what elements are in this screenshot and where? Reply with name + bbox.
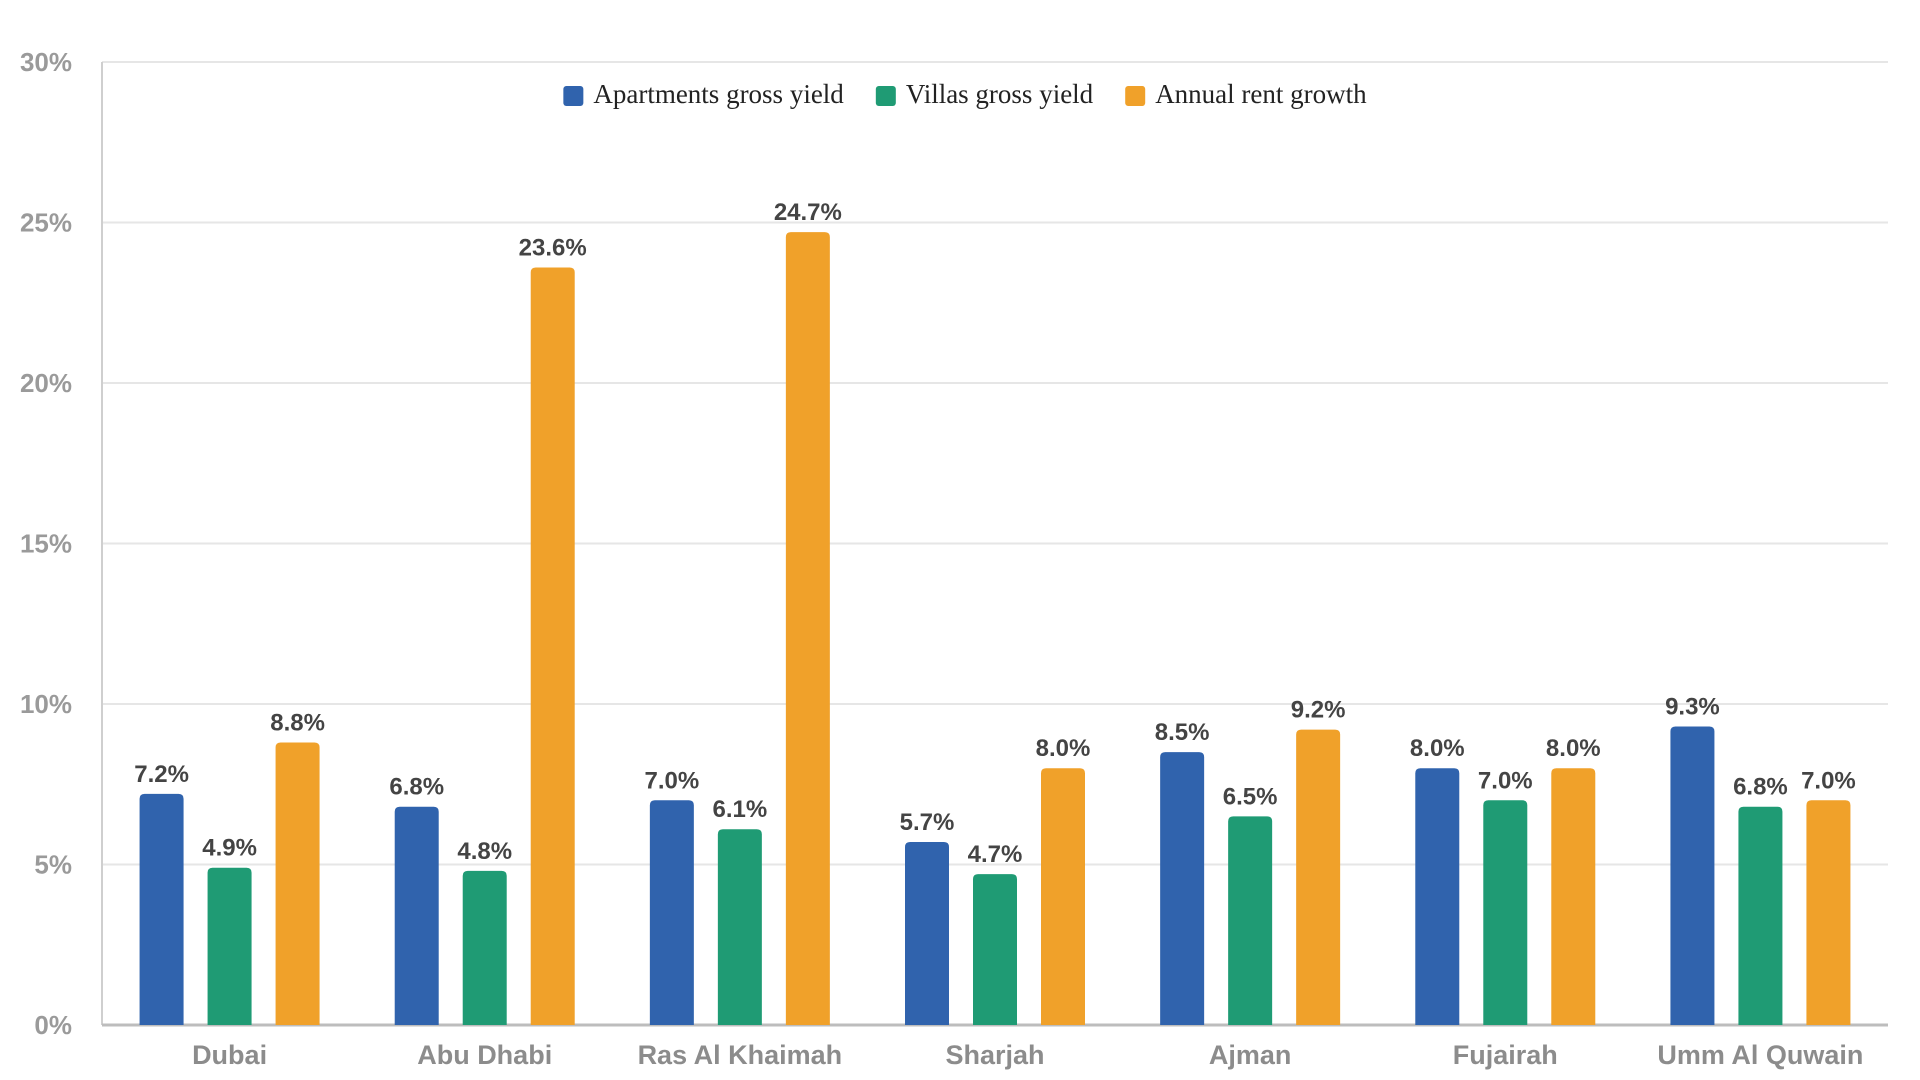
- bar: [1670, 726, 1715, 1025]
- data-labels: 7.2% 4.9% 8.8% 6.8% 4.8% 23.6% 7.0% 6.1% 24.7% 5.…: [134, 199, 1856, 868]
- bar: [1041, 768, 1085, 1025]
- data-label: 7.0%: [1478, 767, 1533, 794]
- bar: [1551, 768, 1596, 1025]
- data-label: 8.0%: [1410, 735, 1465, 762]
- bar: [1160, 752, 1205, 1025]
- bar: [139, 793, 184, 1025]
- data-label: 9.3%: [1665, 693, 1720, 720]
- legend: Apartments gross yield Villas gross yield…: [563, 79, 1367, 109]
- legend-swatch: [1125, 86, 1146, 106]
- data-label: 5.7%: [900, 809, 955, 836]
- legend-label: Apartments gross yield: [593, 79, 844, 109]
- data-label: 7.0%: [1801, 767, 1856, 794]
- data-label: 7.2%: [134, 761, 189, 788]
- bar: [275, 742, 320, 1025]
- x-category-label: Ras Al Khaimah: [638, 1040, 843, 1070]
- bars: [139, 232, 1851, 1025]
- y-tick-label: 10%: [20, 689, 72, 719]
- data-label: 6.8%: [389, 774, 444, 801]
- gridlines: [102, 61, 1888, 866]
- data-label: 4.9%: [202, 835, 257, 862]
- y-tick-label: 5%: [34, 850, 72, 880]
- x-category-label: Sharjah: [945, 1040, 1044, 1070]
- bar: [1738, 806, 1783, 1025]
- y-tick-label: 0%: [34, 1010, 72, 1040]
- data-label: 8.8%: [270, 710, 325, 737]
- y-tick-label: 30%: [20, 47, 72, 77]
- bar: [207, 867, 252, 1025]
- data-label: 6.8%: [1733, 774, 1788, 801]
- data-label: 6.5%: [1223, 783, 1278, 810]
- y-tick-label: 20%: [20, 368, 72, 398]
- bar: [1483, 800, 1528, 1025]
- data-label: 9.2%: [1291, 697, 1346, 724]
- bar: [905, 842, 949, 1025]
- bar: [649, 800, 694, 1025]
- data-label: 8.5%: [1155, 719, 1210, 746]
- legend-label: Villas gross yield: [906, 79, 1094, 109]
- data-label: 6.1%: [713, 796, 768, 823]
- bar: [1806, 800, 1851, 1025]
- bar: [1228, 816, 1273, 1025]
- bar: [717, 829, 762, 1025]
- data-label: 8.0%: [1546, 735, 1601, 762]
- bar: [1296, 729, 1341, 1025]
- data-label: 23.6%: [519, 234, 587, 261]
- bar: [530, 267, 575, 1025]
- x-category-label: Dubai: [192, 1040, 267, 1070]
- legend-swatch: [563, 86, 584, 106]
- bar: [785, 232, 830, 1025]
- data-label: 4.7%: [968, 841, 1023, 868]
- data-label: 4.8%: [457, 838, 512, 865]
- bar: [1415, 768, 1460, 1025]
- data-label: 24.7%: [774, 199, 842, 226]
- data-label: 7.0%: [645, 767, 700, 794]
- x-category-label: Ajman: [1209, 1040, 1292, 1070]
- legend-label: Annual rent growth: [1155, 79, 1367, 109]
- bar: [462, 870, 507, 1025]
- x-category-label: Umm Al Quwain: [1657, 1040, 1863, 1070]
- y-tick-label: 25%: [20, 208, 72, 238]
- x-category-label: Fujairah: [1453, 1040, 1558, 1070]
- bar: [394, 806, 439, 1025]
- y-tick-label: 15%: [20, 529, 72, 559]
- legend-swatch: [875, 86, 896, 106]
- data-label: 8.0%: [1036, 735, 1091, 762]
- bar: [973, 874, 1017, 1025]
- x-category-label: Abu Dhabi: [417, 1040, 552, 1070]
